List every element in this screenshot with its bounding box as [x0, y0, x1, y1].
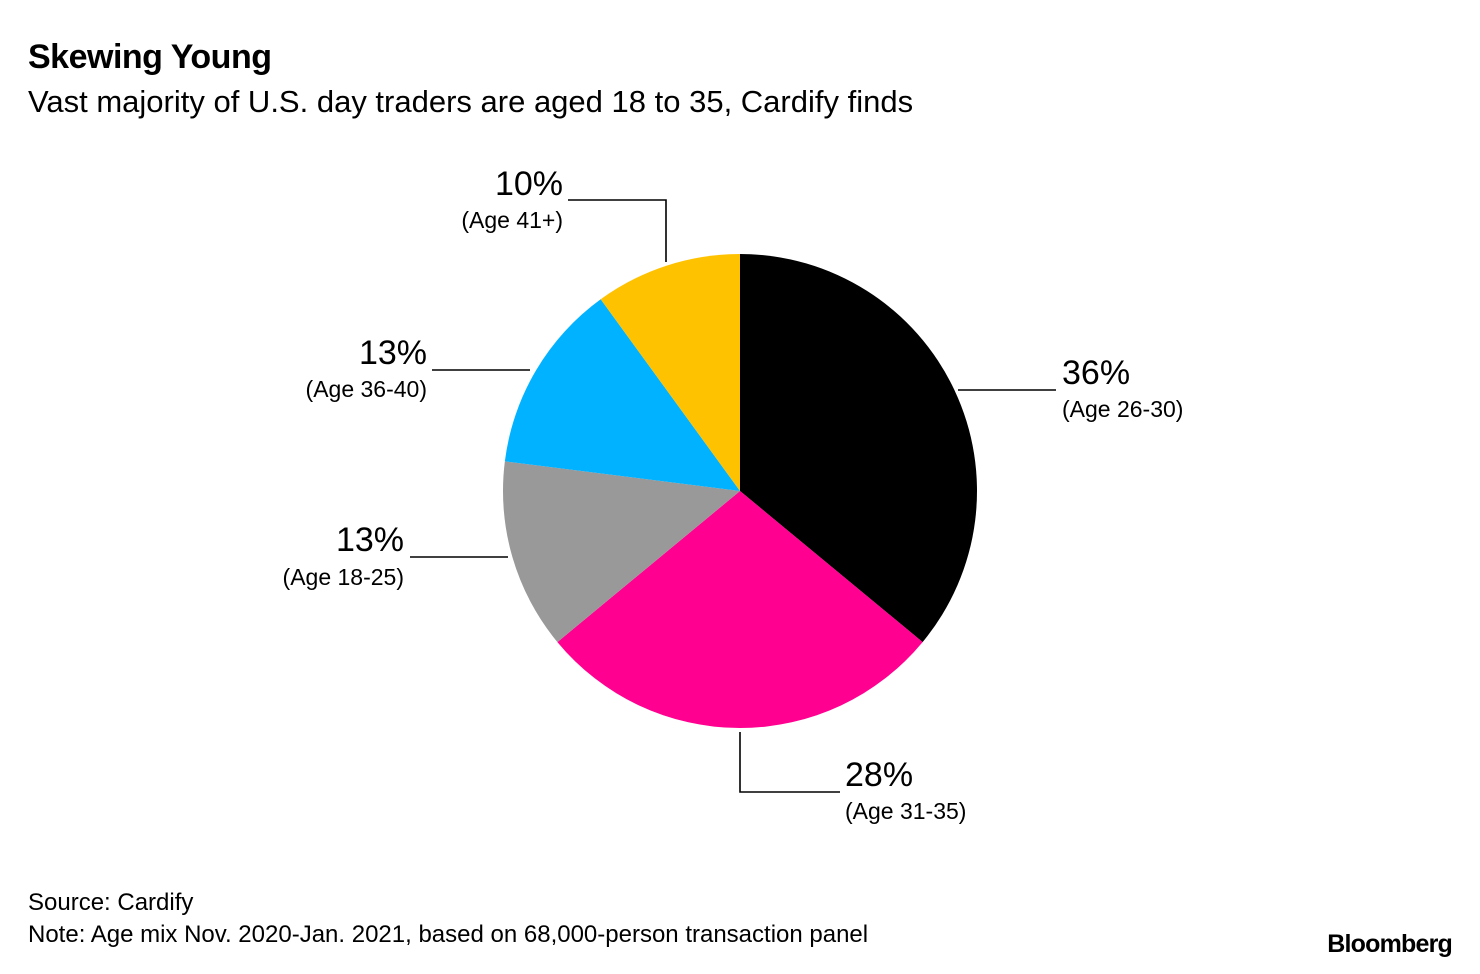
- pct-label-age-18-25: 13%: [336, 521, 404, 559]
- pct-label-age-26-30: 36%: [1062, 354, 1130, 392]
- leader-line-age-41-plus: [568, 199, 667, 262]
- chart-title: Skewing Young: [28, 38, 272, 76]
- age-label-age-18-25: (Age 18-25): [283, 564, 404, 590]
- pct-label-age-36-40: 13%: [359, 334, 427, 372]
- footnote: Note: Age mix Nov. 2020-Jan. 2021, based…: [28, 921, 869, 948]
- age-label-age-36-40: (Age 36-40): [306, 376, 427, 402]
- pie-slice-age-36-40: [504, 299, 740, 491]
- chart-subtitle: Vast majority of U.S. day traders are ag…: [28, 84, 914, 119]
- leader-line-age-31-35: [739, 732, 840, 793]
- age-label-age-26-30: (Age 26-30): [1062, 396, 1183, 422]
- pie-slice-age-31-35: [557, 491, 923, 728]
- pie-slice-age-41-plus: [600, 254, 740, 491]
- age-label-age-41-plus: (Age 41+): [461, 207, 563, 233]
- pct-label-age-31-35: 28%: [845, 756, 913, 794]
- pie-slices: [503, 254, 977, 728]
- slice-labels: 36% (Age 26-30) 28% (Age 31-35) 13% (Age…: [283, 165, 1184, 824]
- bloomberg-logo: Bloomberg: [1327, 930, 1453, 958]
- pct-label-age-41-plus: 10%: [495, 165, 563, 203]
- age-label-age-31-35: (Age 31-35): [845, 798, 966, 824]
- pie-slice-age-18-25: [503, 461, 740, 643]
- leader-lines: [410, 199, 1056, 793]
- pie-slice-age-26-30: [740, 254, 977, 643]
- source-note: Source: Cardify: [28, 889, 194, 916]
